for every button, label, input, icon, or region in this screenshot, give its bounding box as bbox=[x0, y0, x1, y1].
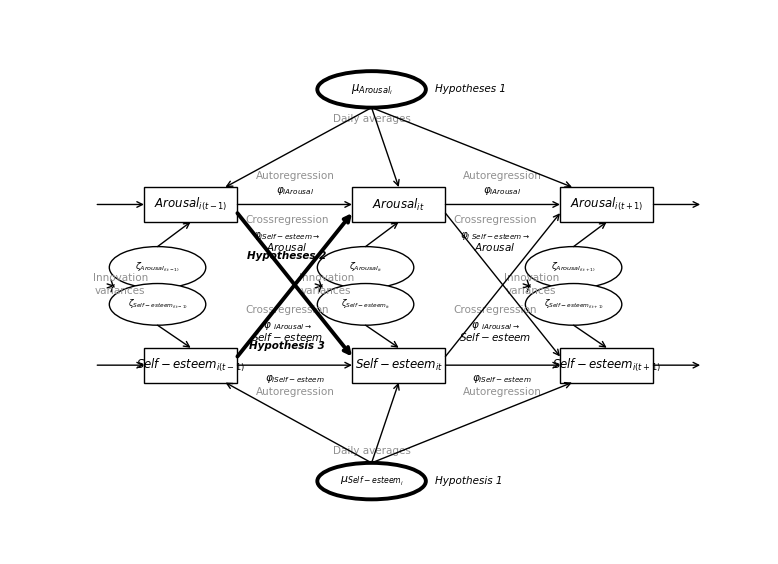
Text: $\varphi_{iSelf-esteem}$: $\varphi_{iSelf-esteem}$ bbox=[265, 373, 325, 385]
Ellipse shape bbox=[317, 463, 426, 499]
Text: $\varphi\ _{iArousal\rightarrow}$: $\varphi\ _{iArousal\rightarrow}$ bbox=[263, 320, 311, 332]
Text: $Self-esteem_{i(t+1)}$: $Self-esteem_{i(t+1)}$ bbox=[552, 356, 661, 374]
Text: $Self-esteem$: $Self-esteem$ bbox=[251, 331, 324, 343]
Text: Crossregression: Crossregression bbox=[245, 305, 329, 315]
Text: Crossregression: Crossregression bbox=[454, 215, 537, 225]
Text: Autoregression: Autoregression bbox=[463, 387, 541, 397]
Text: Autoregression: Autoregression bbox=[256, 387, 335, 397]
Ellipse shape bbox=[109, 284, 205, 325]
Text: $\zeta_{Arousal_{i(t-1)}}$: $\zeta_{Arousal_{i(t-1)}}$ bbox=[135, 261, 180, 274]
FancyBboxPatch shape bbox=[352, 348, 446, 382]
Text: $\mu_{Self-esteem_i}$: $\mu_{Self-esteem_i}$ bbox=[340, 474, 404, 488]
Text: Crossregression: Crossregression bbox=[245, 215, 329, 225]
FancyBboxPatch shape bbox=[352, 187, 446, 222]
FancyBboxPatch shape bbox=[144, 187, 237, 222]
Text: $\zeta_{Arousal_{i(t+1)}}$: $\zeta_{Arousal_{i(t+1)}}$ bbox=[551, 261, 596, 274]
Text: $\zeta_{Self-esteem_{i(t-1)}}$: $\zeta_{Self-esteem_{i(t-1)}}$ bbox=[128, 298, 187, 311]
Text: Innovation
variances: Innovation variances bbox=[93, 273, 148, 297]
Text: $Arousal_{i(t+1)}$: $Arousal_{i(t+1)}$ bbox=[570, 196, 643, 213]
Text: Daily averages: Daily averages bbox=[333, 446, 411, 456]
Text: $\mu_{Arousal_i}$: $\mu_{Arousal_i}$ bbox=[351, 82, 393, 96]
Text: Daily averages: Daily averages bbox=[333, 114, 411, 124]
Text: Hypothesis 1: Hypothesis 1 bbox=[435, 476, 503, 486]
Text: $Self-esteem_{i(t-1)}$: $Self-esteem_{i(t-1)}$ bbox=[136, 356, 245, 374]
Text: Innovation
variances: Innovation variances bbox=[503, 273, 559, 297]
Text: $\zeta_{Self-esteem_{i(t+1)}}$: $\zeta_{Self-esteem_{i(t+1)}}$ bbox=[544, 298, 604, 311]
FancyBboxPatch shape bbox=[560, 187, 654, 222]
Text: $\varphi_{iSelf-esteem\rightarrow}$: $\varphi_{iSelf-esteem\rightarrow}$ bbox=[254, 230, 321, 242]
Text: Hypotheses 1: Hypotheses 1 bbox=[435, 85, 506, 94]
Text: $Arousal_{i(t-1)}$: $Arousal_{i(t-1)}$ bbox=[154, 196, 227, 213]
Ellipse shape bbox=[317, 71, 426, 108]
FancyBboxPatch shape bbox=[560, 348, 654, 382]
Text: $\zeta_{Self-esteem_{it}}$: $\zeta_{Self-esteem_{it}}$ bbox=[341, 298, 391, 311]
Text: $\varphi_{iSelf-esteem}$: $\varphi_{iSelf-esteem}$ bbox=[472, 373, 532, 385]
Ellipse shape bbox=[317, 246, 414, 288]
Text: $\varphi_{i\ Self-esteem\rightarrow}$: $\varphi_{i\ Self-esteem\rightarrow}$ bbox=[460, 230, 531, 242]
Text: Hypotheses 2: Hypotheses 2 bbox=[247, 251, 327, 261]
Ellipse shape bbox=[525, 284, 622, 325]
Text: $\varphi_{iArousal}$: $\varphi_{iArousal}$ bbox=[276, 184, 314, 197]
Ellipse shape bbox=[525, 246, 622, 288]
FancyBboxPatch shape bbox=[144, 348, 237, 382]
Text: $\varphi\ _{iArousal\rightarrow}$: $\varphi\ _{iArousal\rightarrow}$ bbox=[471, 320, 520, 332]
Text: $\varphi_{iArousal}$: $\varphi_{iArousal}$ bbox=[483, 184, 521, 197]
Text: $Arousal$: $Arousal$ bbox=[267, 241, 308, 253]
Text: Autoregression: Autoregression bbox=[256, 170, 335, 180]
Text: $\zeta_{Arousal_{it}}$: $\zeta_{Arousal_{it}}$ bbox=[349, 261, 382, 274]
Text: Crossregression: Crossregression bbox=[454, 305, 537, 315]
Text: $Arousal_{it}$: $Arousal_{it}$ bbox=[373, 196, 425, 213]
Text: $Self-esteem_{it}$: $Self-esteem_{it}$ bbox=[355, 357, 443, 373]
Text: Hypothesis 3: Hypothesis 3 bbox=[249, 341, 325, 351]
Text: $Self-esteem$: $Self-esteem$ bbox=[459, 331, 531, 343]
Text: Innovation
variances: Innovation variances bbox=[299, 273, 354, 297]
Text: Autoregression: Autoregression bbox=[463, 170, 541, 180]
Ellipse shape bbox=[317, 284, 414, 325]
Text: $Arousal$: $Arousal$ bbox=[475, 241, 516, 253]
Ellipse shape bbox=[109, 246, 205, 288]
